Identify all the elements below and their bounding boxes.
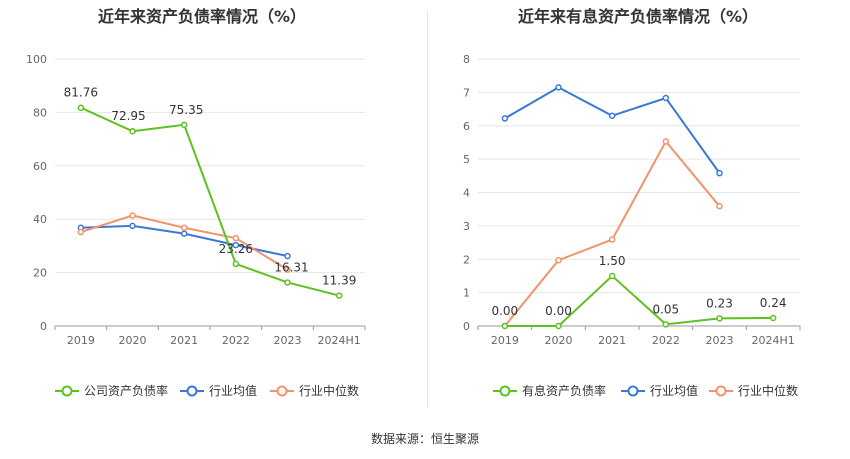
series-line xyxy=(504,274,774,327)
legend-entry: 有息资产负债率 xyxy=(522,383,606,398)
y-tick-label: 20 xyxy=(33,267,47,280)
x-tick-label: 2020 xyxy=(119,334,147,347)
data-point xyxy=(662,321,670,328)
y-tick-label: 100 xyxy=(26,53,47,66)
data-point xyxy=(180,224,188,231)
chart-title: 近年来资产负债率情况（%） xyxy=(98,7,306,26)
data-point xyxy=(716,169,723,177)
data-point xyxy=(180,230,188,237)
x-tick-label: 2019 xyxy=(491,334,519,347)
data-point xyxy=(232,241,240,249)
data-point xyxy=(232,260,240,268)
y-tick-label: 4 xyxy=(463,187,470,200)
data-label: 0.00 xyxy=(545,304,572,318)
data-label: 0.24 xyxy=(760,296,787,310)
data-point xyxy=(608,112,616,119)
x-tick-label: 2019 xyxy=(67,334,95,347)
y-tick-label: 2 xyxy=(463,253,470,266)
data-point xyxy=(716,202,723,210)
data-point xyxy=(716,315,723,322)
data-point xyxy=(232,234,240,242)
data-point xyxy=(129,127,136,135)
legend-swatch-marker xyxy=(499,385,511,397)
y-tick-label: 0 xyxy=(40,320,47,333)
y-tick-label: 80 xyxy=(33,106,47,119)
legend-swatch-marker xyxy=(715,385,727,397)
x-tick-label: 2021 xyxy=(170,334,198,347)
y-tick-label: 1 xyxy=(463,287,470,300)
y-tick-label: 40 xyxy=(33,213,47,226)
legend-entry: 行业中位数 xyxy=(299,383,359,398)
data-point xyxy=(555,322,562,330)
data-label: 16.31 xyxy=(274,260,308,274)
legend-swatch-marker xyxy=(186,385,198,397)
y-tick-label: 5 xyxy=(463,153,470,166)
data-point xyxy=(335,292,343,299)
series-line xyxy=(504,86,721,174)
x-tick-label: 2021 xyxy=(598,334,626,347)
data-label: 0.05 xyxy=(652,302,679,316)
x-tick-label: 2023 xyxy=(274,334,302,347)
x-tick-label: 2022 xyxy=(222,334,250,347)
panel-divider xyxy=(427,10,428,408)
data-point xyxy=(180,121,188,129)
data-label: 11.39 xyxy=(322,274,356,288)
legend-swatch-marker xyxy=(61,385,73,397)
legend-entry: 公司资产负债率 xyxy=(84,383,168,398)
data-label: 72.95 xyxy=(111,109,145,123)
y-tick-label: 7 xyxy=(463,86,470,99)
legend-entry: 行业均值 xyxy=(209,383,257,398)
data-point xyxy=(608,272,616,280)
x-tick-label: 2024H1 xyxy=(318,334,361,347)
x-tick-label: 2023 xyxy=(706,334,734,347)
y-tick-label: 0 xyxy=(463,320,470,333)
data-point xyxy=(608,236,616,243)
series-line xyxy=(80,214,289,271)
data-source-note: 数据来源：恒生聚源 xyxy=(370,432,479,446)
y-tick-label: 6 xyxy=(463,120,470,133)
data-point xyxy=(501,115,509,122)
data-point xyxy=(284,279,291,286)
data-point xyxy=(129,212,136,219)
legend-swatch-marker xyxy=(276,385,288,397)
data-label: 0.23 xyxy=(706,296,733,310)
data-label: 23.26 xyxy=(219,242,253,256)
data-label: 0.00 xyxy=(491,304,518,318)
data-point xyxy=(77,104,85,111)
chart-title: 近年来有息资产负债率情况（%） xyxy=(518,7,758,26)
data-point xyxy=(555,84,562,91)
x-tick-label: 2022 xyxy=(652,334,680,347)
data-point xyxy=(662,94,670,102)
y-tick-label: 60 xyxy=(33,160,47,173)
data-point xyxy=(77,228,85,236)
data-point xyxy=(501,322,509,330)
x-tick-label: 2020 xyxy=(545,334,573,347)
data-label: 81.76 xyxy=(64,86,98,100)
legend-entry: 行业均值 xyxy=(650,383,698,398)
legend-swatch-marker xyxy=(627,385,639,397)
y-tick-label: 3 xyxy=(463,220,470,233)
series-line xyxy=(504,139,721,327)
data-label: 1.50 xyxy=(599,254,626,268)
legend-entry: 行业中位数 xyxy=(738,383,798,398)
y-tick-label: 8 xyxy=(463,53,470,66)
data-label: 75.35 xyxy=(169,103,203,117)
x-tick-label: 2024H1 xyxy=(752,334,795,347)
data-point xyxy=(555,257,562,264)
data-point xyxy=(284,266,291,273)
data-point xyxy=(662,138,670,145)
data-point xyxy=(284,252,291,260)
series-line xyxy=(80,106,340,297)
data-point xyxy=(769,314,777,322)
data-point xyxy=(129,222,136,230)
